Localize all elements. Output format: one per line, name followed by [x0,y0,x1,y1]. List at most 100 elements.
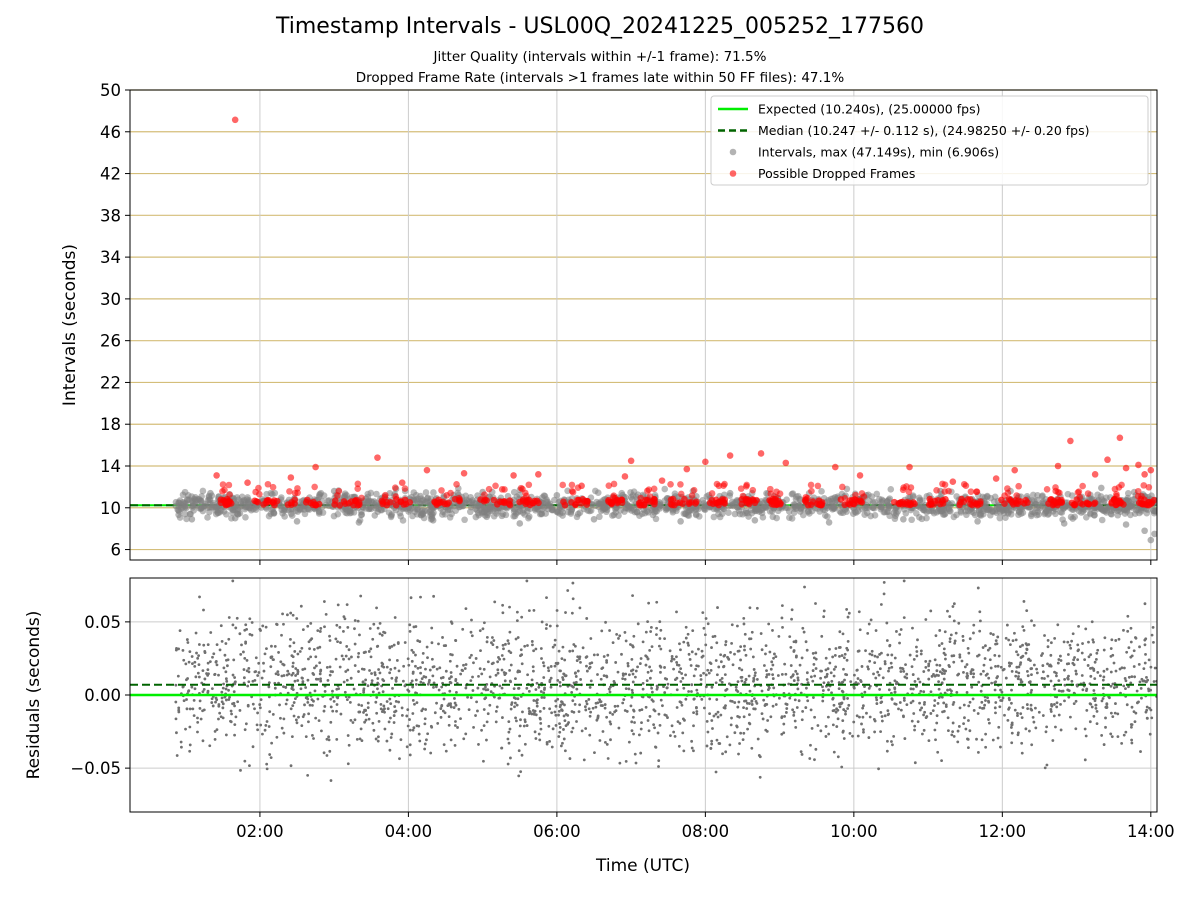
residual-point [916,638,919,642]
residual-point [327,735,330,739]
residual-point [816,724,820,727]
residual-point [1069,646,1073,650]
residual-point [680,672,684,675]
residual-point [255,723,259,727]
residual-point [206,691,210,695]
residual-point [409,596,413,600]
residual-point [588,686,592,689]
dropped-frame-point [431,499,439,506]
residual-point [377,719,381,723]
residual-point [469,696,473,700]
residual-point [1014,670,1018,674]
residual-point [509,756,512,760]
residual-point [1019,712,1023,716]
interval-point [408,493,415,501]
residual-point [941,710,944,714]
dropped-frame-point [743,483,750,490]
residual-point [783,714,786,718]
residual-point [496,671,500,675]
residual-point [887,669,890,673]
residual-point [968,700,972,704]
residual-point [547,724,551,728]
residual-point [739,731,743,735]
residual-point [838,654,841,658]
residual-point [449,738,453,742]
residual-point [611,713,615,716]
residual-point [278,703,281,707]
residual-point [646,719,650,722]
residual-point [707,671,711,675]
residual-point [650,698,654,702]
residual-point [788,696,792,700]
residual-point [219,715,223,719]
residual-point [984,699,987,702]
residual-point [437,688,441,692]
interval-point [510,513,517,520]
residual-point [218,711,222,715]
residual-point [1089,702,1093,706]
dropped-frame-point [726,452,734,459]
residual-point [314,664,318,668]
dropped-frame-point [677,490,685,498]
residual-point [603,706,607,710]
residual-point [605,659,609,662]
residual-point [566,589,570,592]
residual-point [784,711,788,714]
residual-point [1020,680,1024,684]
residual-point [389,667,393,671]
residual-point [435,701,438,705]
dropped-frame-point [646,493,654,500]
dropped-frame-point [559,481,567,489]
residual-point [794,639,798,643]
residual-point [509,707,513,711]
interval-point [293,518,301,525]
residual-point [489,690,493,694]
intervals-points [172,116,1157,544]
residual-point [687,644,690,647]
residual-point [994,711,997,715]
residual-point [1015,665,1019,669]
residual-point [389,702,393,706]
residual-point [1145,705,1149,709]
residual-point [868,715,872,719]
residual-point [695,710,699,713]
residual-point [799,750,803,754]
residual-point [411,671,415,675]
residual-point [655,687,659,691]
interval-point [367,505,375,513]
interval-point [878,496,886,504]
residual-point [1093,660,1097,664]
residual-point [868,659,872,663]
residual-point [231,673,235,677]
residual-point [872,672,875,676]
interval-point [890,509,898,517]
residual-point [532,669,535,673]
residual-point [548,678,552,682]
residual-point [678,700,682,704]
dropped-frame-point [739,492,747,500]
dropped-frame-point [927,498,934,505]
residual-point [328,673,332,677]
residual-point [1044,730,1048,734]
residual-point [344,654,348,658]
residual-point [692,674,696,678]
residual-point [736,680,740,683]
residual-point [833,653,837,657]
dropped-frame-point [949,478,957,485]
residual-point [230,712,233,716]
residual-point [568,649,572,653]
residual-point [1090,620,1094,624]
residual-point [867,736,871,739]
residual-point [756,737,760,741]
residual-point [752,668,756,671]
dropped-frame-point [962,482,970,490]
residual-point [790,608,794,612]
residual-point [412,651,415,654]
residual-point [935,673,939,677]
residual-point [656,731,660,735]
residual-point [730,699,734,703]
residual-point [1041,652,1044,655]
residual-point [780,732,784,736]
residual-point [432,594,436,598]
residual-point [192,698,196,702]
